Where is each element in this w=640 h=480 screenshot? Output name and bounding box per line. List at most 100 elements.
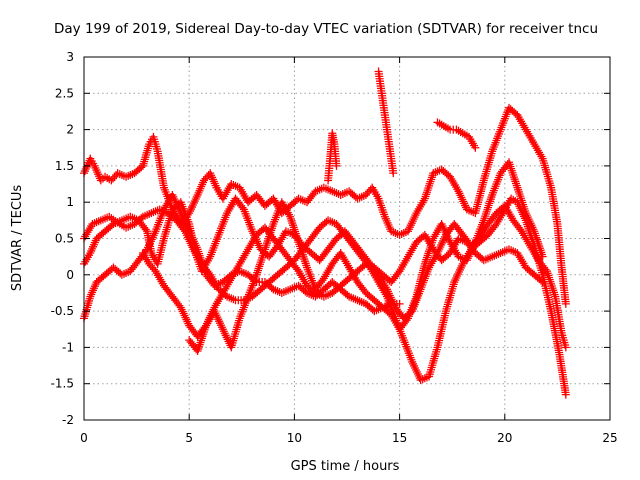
data-series-9	[433, 118, 480, 152]
data-point	[483, 203, 492, 212]
data-point	[457, 193, 466, 202]
data-markers	[80, 67, 570, 399]
data-point	[424, 249, 433, 258]
data-point	[254, 264, 263, 273]
data-point	[507, 166, 516, 175]
data-point	[444, 234, 453, 243]
data-point	[525, 217, 534, 226]
data-point	[440, 226, 449, 235]
data-point	[461, 201, 470, 210]
data-point	[399, 229, 408, 238]
data-point	[299, 252, 308, 261]
data-point	[511, 177, 520, 186]
data-point	[514, 187, 523, 196]
data-point	[456, 263, 465, 272]
y-tick-label: 3	[66, 50, 74, 64]
x-tick-label: 10	[287, 431, 302, 445]
data-point	[422, 188, 431, 197]
data-point	[186, 229, 195, 238]
data-point	[391, 229, 400, 238]
data-point	[538, 252, 547, 261]
data-point	[528, 223, 537, 232]
data-point	[484, 201, 493, 210]
data-point	[423, 186, 432, 195]
data-point	[482, 207, 491, 216]
data-point	[510, 175, 519, 184]
data-point	[421, 257, 430, 266]
data-point	[409, 359, 418, 368]
data-point	[513, 183, 522, 192]
data-point	[395, 299, 404, 308]
data-point	[512, 179, 521, 188]
data-point	[509, 170, 518, 179]
data-point	[454, 187, 463, 196]
y-tick-label: -1	[62, 340, 74, 354]
data-point	[466, 248, 475, 257]
y-tick-label: 0	[66, 268, 74, 282]
data-point	[174, 205, 183, 214]
data-point	[481, 209, 490, 218]
data-point	[149, 231, 158, 240]
data-point	[172, 199, 181, 208]
data-point	[143, 245, 152, 254]
data-point	[144, 243, 153, 252]
data-point	[256, 260, 265, 269]
data-point	[527, 221, 536, 230]
data-point	[216, 321, 225, 330]
data-point	[146, 237, 155, 246]
x-tick-label: 25	[602, 431, 617, 445]
x-tick-label: 0	[80, 431, 88, 445]
y-tick-label: 1.5	[55, 159, 74, 173]
data-point	[443, 232, 452, 241]
data-point	[427, 173, 436, 182]
data-point	[214, 315, 223, 324]
x-tick-label: 20	[497, 431, 512, 445]
x-tick-label: 15	[392, 431, 407, 445]
data-point	[168, 190, 177, 199]
data-point	[509, 247, 518, 256]
data-point	[514, 185, 523, 194]
data-point	[406, 221, 415, 230]
data-point	[561, 390, 570, 399]
x-tick-label: 5	[185, 431, 193, 445]
data-point	[423, 251, 432, 260]
data-point	[188, 235, 197, 244]
data-point	[436, 242, 445, 251]
axis-ticks: 0 5 10 15 20 25 -2 -1.5 -1 -0.5 0 0.5 1 1.5 2 2.5 3	[51, 50, 618, 445]
data-point	[180, 311, 189, 320]
data-series-7	[324, 129, 341, 185]
y-tick-label: 2.5	[55, 86, 74, 100]
data-point	[357, 192, 366, 201]
data-point	[169, 192, 178, 201]
y-tick-label: -0.5	[51, 304, 74, 318]
data-point	[561, 343, 570, 352]
data-point	[453, 272, 462, 281]
data-point	[300, 257, 309, 266]
data-point	[486, 197, 495, 206]
data-series-6	[185, 158, 547, 356]
data-point	[182, 221, 191, 230]
data-point	[483, 205, 492, 214]
data-point	[471, 143, 480, 152]
data-point	[426, 177, 435, 186]
data-point	[288, 221, 297, 230]
data-point	[177, 211, 186, 220]
data-point	[179, 215, 188, 224]
data-series-1	[80, 103, 570, 308]
data-point	[538, 278, 547, 287]
data-point	[183, 223, 192, 232]
data-point	[422, 255, 431, 264]
data-point	[413, 370, 422, 379]
data-point	[522, 211, 531, 220]
chart-title: Day 199 of 2019, Sidereal Day-to-day VTE…	[54, 21, 598, 37]
data-point	[536, 276, 545, 285]
data-point	[485, 199, 494, 208]
data-point	[422, 253, 431, 262]
data-point	[404, 225, 413, 234]
data-point	[255, 262, 264, 271]
data-point	[409, 215, 418, 224]
data-point	[524, 215, 533, 224]
data-point	[117, 170, 126, 179]
data-point	[441, 228, 450, 237]
